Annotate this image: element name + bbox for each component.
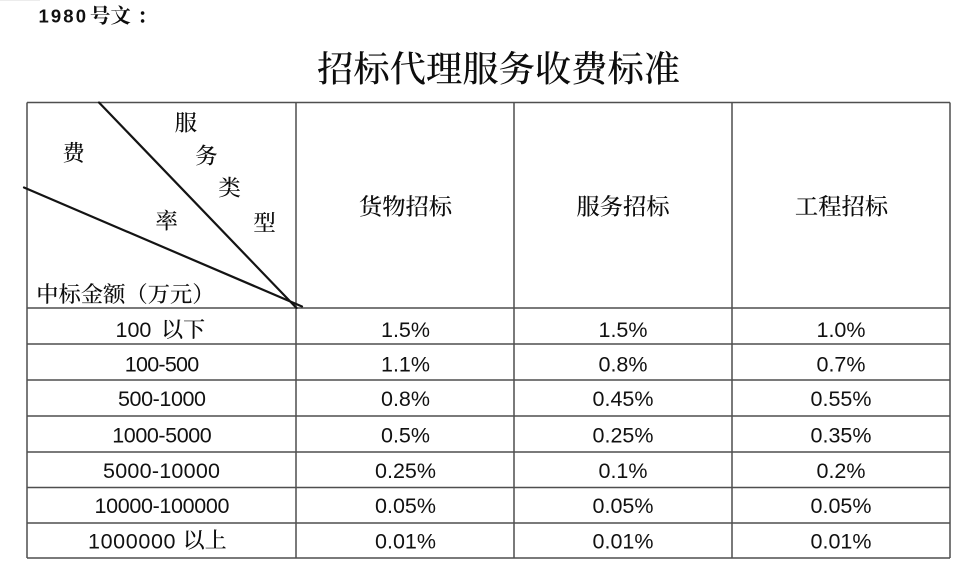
svg-text:1000000: 1000000 [88, 529, 176, 553]
svg-text:0.5%: 0.5% [381, 423, 430, 447]
svg-text:0.8%: 0.8% [381, 387, 430, 411]
svg-text:0.01%: 0.01% [375, 529, 436, 553]
svg-text:10000-100000: 10000-100000 [95, 494, 230, 518]
svg-text:0.01%: 0.01% [593, 529, 654, 553]
svg-text:5000-10000: 5000-10000 [103, 459, 220, 483]
svg-text:500-1000: 500-1000 [118, 387, 206, 411]
svg-text:0.25%: 0.25% [375, 459, 436, 483]
svg-text:1.1%: 1.1% [381, 352, 430, 376]
svg-text:0.1%: 0.1% [598, 459, 647, 483]
svg-text:0.55%: 0.55% [811, 387, 872, 411]
svg-text:0.35%: 0.35% [811, 423, 872, 447]
svg-text:0.01%: 0.01% [811, 529, 872, 553]
svg-text:0.8%: 0.8% [598, 352, 647, 376]
svg-text:100-500: 100-500 [125, 352, 200, 376]
svg-text:0.25%: 0.25% [593, 423, 654, 447]
svg-text:1.0%: 1.0% [816, 318, 865, 342]
svg-text:1980: 1980 [39, 6, 87, 27]
svg-text:0.05%: 0.05% [375, 494, 436, 518]
svg-text:0.2%: 0.2% [816, 459, 865, 483]
svg-text:0.7%: 0.7% [816, 352, 865, 376]
svg-text:0.05%: 0.05% [593, 494, 654, 518]
svg-text:1.5%: 1.5% [381, 318, 430, 342]
svg-text:0.45%: 0.45% [593, 387, 654, 411]
svg-text:0.05%: 0.05% [811, 494, 872, 518]
svg-text:1.5%: 1.5% [598, 318, 647, 342]
svg-text:100: 100 [116, 318, 152, 342]
svg-text:1000-5000: 1000-5000 [112, 423, 212, 447]
